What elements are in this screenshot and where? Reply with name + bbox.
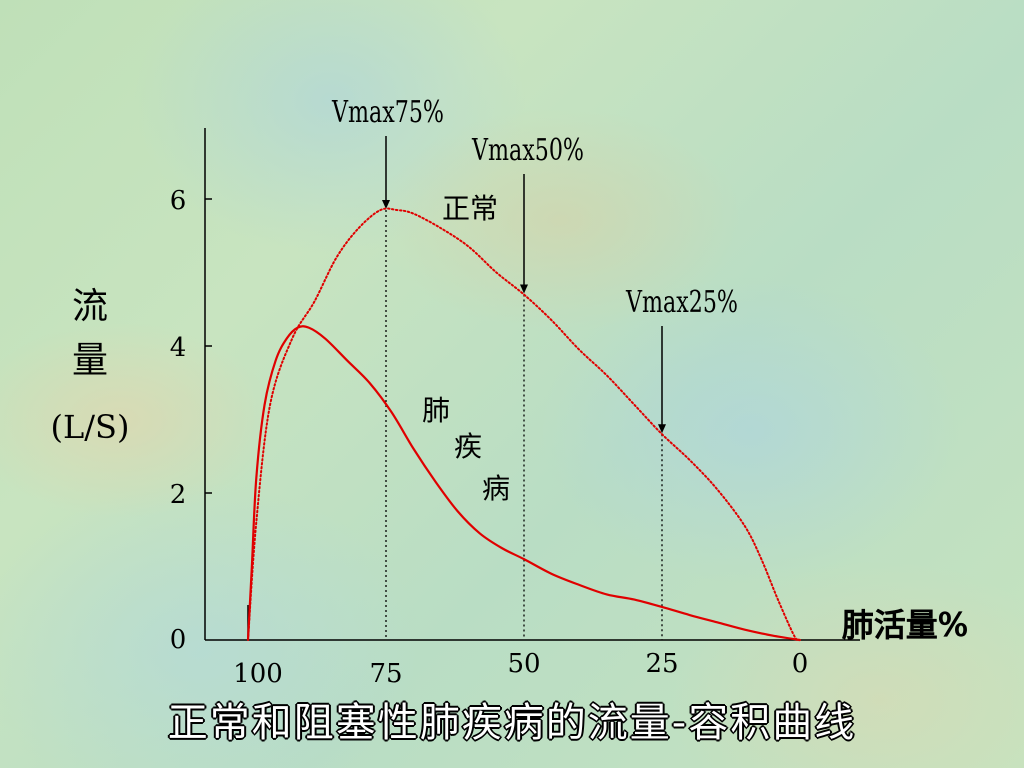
marker-labels: Vmax75% Vmax50% Vmax25% (331, 95, 738, 320)
marker-label: Vmax25% (625, 285, 738, 320)
disease-curve (246, 325, 801, 642)
marker-arrow-head (520, 284, 528, 294)
normal-curve (247, 207, 801, 642)
x-tick-label: 25 (645, 649, 678, 679)
y-axis-label-char-1: 流 (72, 286, 108, 327)
x-axis-label: 肺活量% (842, 606, 968, 644)
marker-label: Vmax75% (331, 95, 444, 130)
marker-label: Vmax50% (471, 133, 584, 168)
x-tick-label: 0 (792, 649, 809, 679)
y-tick-label: 6 (170, 186, 187, 216)
marker-lines (382, 136, 666, 640)
y-tick-label: 2 (170, 480, 187, 510)
series-label-disease-char-2: 疾 (454, 430, 482, 463)
y-tick-label: 0 (170, 625, 187, 655)
y-axis-unit: (L/S) (51, 408, 130, 446)
series-label-normal: 正常 (442, 192, 498, 225)
x-tick-label: 50 (507, 649, 540, 679)
x-tick-label: 100 (233, 659, 283, 689)
marker-arrow-head (658, 424, 666, 434)
y-axis-label-char-2: 量 (72, 340, 108, 381)
series-label-disease-char-3: 病 (482, 472, 510, 505)
axes (204, 128, 860, 641)
x-tick-label: 75 (369, 659, 402, 689)
marker-arrow-head (382, 200, 390, 210)
y-tick-label: 4 (170, 333, 187, 363)
y-ticks: 0 2 4 6 (170, 186, 212, 655)
x-ticks: 100 75 50 25 0 (233, 605, 808, 689)
series (246, 207, 801, 642)
series-label-disease-char-1: 肺 (422, 394, 450, 427)
chart-title: 正常和阻塞性肺疾病的流量-容积曲线 (167, 700, 857, 746)
